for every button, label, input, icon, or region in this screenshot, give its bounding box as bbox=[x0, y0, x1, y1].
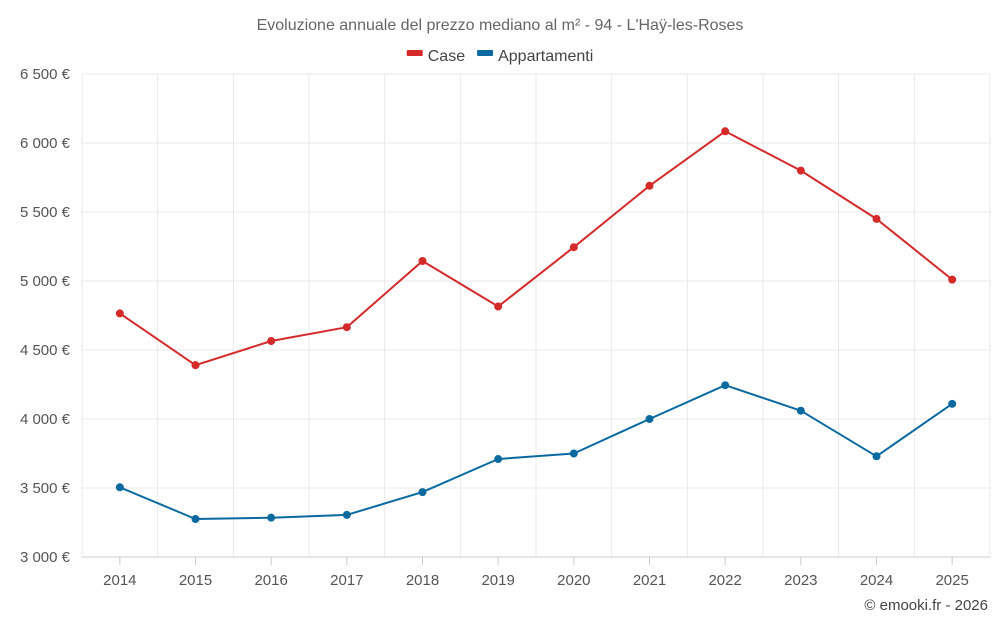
data-point-case[interactable] bbox=[418, 256, 427, 265]
x-tick-label: 2014 bbox=[103, 572, 136, 589]
x-tick-label: 2024 bbox=[860, 572, 893, 589]
data-point-case[interactable] bbox=[948, 275, 957, 284]
y-tick-label: 3 500 € bbox=[20, 480, 71, 497]
data-point-case[interactable] bbox=[342, 323, 351, 332]
chart-title: Evoluzione annuale del prezzo mediano al… bbox=[257, 17, 744, 34]
data-point-case[interactable] bbox=[645, 181, 654, 190]
data-point-appartamenti[interactable] bbox=[948, 399, 957, 408]
data-point-appartamenti[interactable] bbox=[342, 510, 351, 519]
y-tick-label: 6 500 € bbox=[20, 66, 71, 83]
data-point-case[interactable] bbox=[267, 337, 276, 346]
data-point-appartamenti[interactable] bbox=[872, 452, 881, 461]
legend-label-case: Case bbox=[428, 48, 465, 65]
series-layer bbox=[115, 127, 957, 524]
x-tick-label: 2023 bbox=[784, 572, 817, 589]
data-point-appartamenti[interactable] bbox=[569, 449, 578, 458]
x-tick-label: 2016 bbox=[254, 572, 287, 589]
x-tick-label: 2025 bbox=[935, 572, 968, 589]
y-tick-label: 5 000 € bbox=[20, 273, 71, 290]
y-tick-label: 5 500 € bbox=[20, 204, 71, 221]
data-point-case[interactable] bbox=[494, 302, 503, 311]
series-line-case bbox=[119, 130, 953, 367]
y-tick-label: 3 000 € bbox=[20, 549, 71, 566]
data-point-case[interactable] bbox=[115, 309, 124, 318]
series-line-appartamenti bbox=[119, 384, 953, 520]
x-tick-label: 2015 bbox=[179, 572, 212, 589]
data-point-case[interactable] bbox=[569, 243, 578, 252]
x-tick-label: 2018 bbox=[406, 572, 439, 589]
legend-swatch-appartamenti bbox=[477, 50, 494, 56]
data-point-appartamenti[interactable] bbox=[721, 381, 730, 390]
data-point-appartamenti[interactable] bbox=[115, 483, 124, 492]
legend: Case Appartamenti bbox=[406, 48, 593, 65]
x-tick-label: 2022 bbox=[708, 572, 741, 589]
x-tick-label: 2017 bbox=[330, 572, 363, 589]
data-point-case[interactable] bbox=[191, 361, 200, 370]
grid bbox=[81, 73, 991, 558]
legend-swatch-case bbox=[406, 50, 423, 56]
data-point-case[interactable] bbox=[872, 214, 881, 223]
legend-item-appartamenti[interactable]: Appartamenti bbox=[477, 48, 593, 65]
y-tick-label: 4 000 € bbox=[20, 411, 71, 428]
data-point-case[interactable] bbox=[796, 166, 805, 175]
series-appartamenti bbox=[115, 381, 957, 524]
y-axis: 3 000 € 3 500 € 4 000 € 4 500 € 5 000 € 5 500… bbox=[20, 66, 71, 566]
data-point-case[interactable] bbox=[721, 127, 730, 136]
data-point-appartamenti[interactable] bbox=[418, 488, 427, 497]
series-case bbox=[115, 127, 957, 370]
data-point-appartamenti[interactable] bbox=[796, 406, 805, 415]
legend-item-case[interactable]: Case bbox=[406, 48, 465, 65]
data-point-appartamenti[interactable] bbox=[191, 515, 200, 524]
legend-label-appartamenti: Appartamenti bbox=[498, 48, 593, 65]
y-tick-label: 6 000 € bbox=[20, 135, 71, 152]
credit-text: © emooki.fr - 2026 bbox=[864, 597, 988, 614]
x-axis: 2014 2015 2016 2017 2018 2019 2020 2021 2022 2023… bbox=[82, 556, 990, 589]
y-tick-label: 4 500 € bbox=[20, 342, 71, 359]
x-tick-label: 2019 bbox=[481, 572, 514, 589]
x-tick-label: 2020 bbox=[557, 572, 590, 589]
data-point-appartamenti[interactable] bbox=[494, 455, 503, 464]
data-point-appartamenti[interactable] bbox=[645, 415, 654, 423]
data-point-appartamenti[interactable] bbox=[267, 513, 276, 522]
x-tick-label: 2021 bbox=[633, 572, 666, 589]
